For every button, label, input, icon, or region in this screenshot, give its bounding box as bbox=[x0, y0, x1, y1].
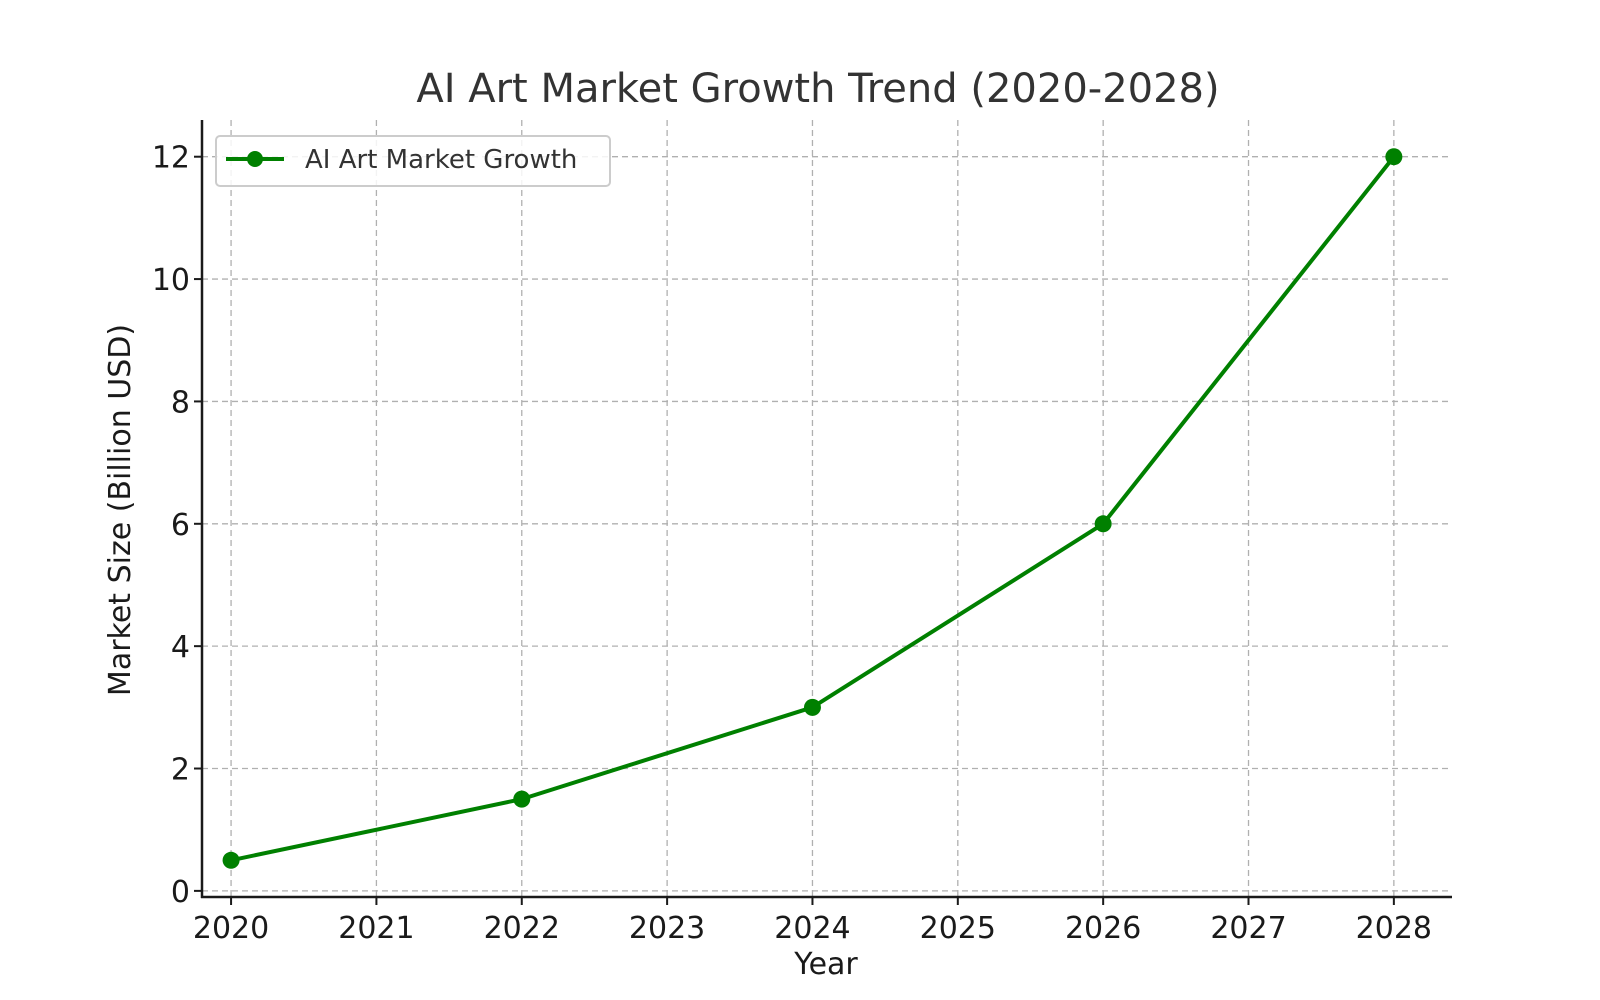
x-tick-label: 2021 bbox=[338, 911, 414, 946]
chart-title: AI Art Market Growth Trend (2020-2028) bbox=[416, 66, 1219, 112]
y-tick-label: 4 bbox=[171, 630, 190, 665]
x-tick-label: 2020 bbox=[193, 911, 269, 946]
x-tick-label: 2026 bbox=[1065, 911, 1141, 946]
y-tick-label: 12 bbox=[152, 141, 190, 176]
x-tick-label: 2024 bbox=[774, 911, 850, 946]
x-tick-label: 2028 bbox=[1356, 911, 1432, 946]
y-tick-label: 0 bbox=[171, 875, 190, 910]
legend: AI Art Market Growth bbox=[215, 135, 611, 187]
grid bbox=[202, 120, 1452, 897]
y-tick-label: 6 bbox=[171, 508, 190, 543]
data-point bbox=[1094, 515, 1112, 533]
y-tick-label: 2 bbox=[171, 753, 190, 788]
data-point bbox=[1385, 148, 1403, 166]
legend-marker-swatch bbox=[247, 151, 263, 167]
legend-label: AI Art Market Growth bbox=[305, 145, 577, 175]
series-layer bbox=[222, 148, 1403, 869]
x-tick-label: 2025 bbox=[920, 911, 996, 946]
data-point bbox=[513, 790, 531, 808]
x-tick-label: 2023 bbox=[629, 911, 705, 946]
y-tick-label: 10 bbox=[152, 263, 190, 298]
y-tick-label: 8 bbox=[171, 385, 190, 420]
x-tick-label: 2027 bbox=[1210, 911, 1286, 946]
data-point bbox=[222, 851, 240, 869]
data-point bbox=[803, 698, 821, 716]
y-axis-ticks: 0 2 4 6 8 10 12 bbox=[152, 141, 202, 910]
x-axis-label: Year bbox=[793, 947, 858, 982]
x-tick-label: 2022 bbox=[484, 911, 560, 946]
y-axis-label: Market Size (Billion USD) bbox=[103, 324, 138, 696]
legend-box bbox=[215, 135, 611, 187]
x-axis-ticks: 2020 2021 2022 2023 2024 2025 2026 2027 2028 bbox=[193, 897, 1432, 946]
